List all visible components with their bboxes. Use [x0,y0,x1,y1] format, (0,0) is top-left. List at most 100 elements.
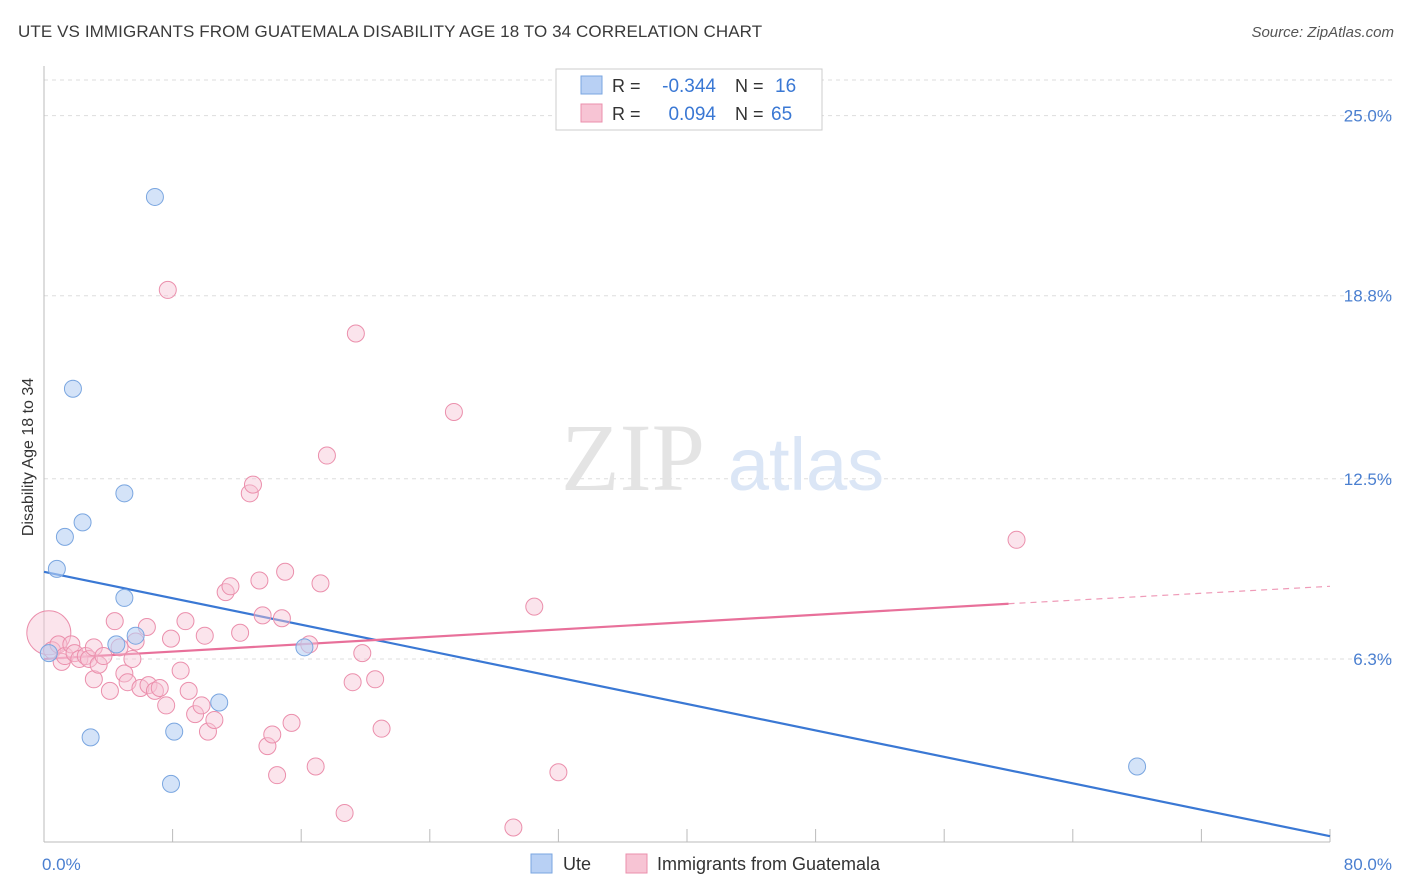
guatemala-point [282,713,301,732]
ute-trend-line [43,570,1331,838]
guatemala-point [272,609,291,628]
source-credit: Source: ZipAtlas.com [1251,24,1394,41]
ute-point [63,379,82,398]
ute-r-value: -0.344 [662,76,716,97]
guatemala-point [1007,530,1026,549]
data-points [26,187,1147,837]
y-tick-label: 6.3% [1353,650,1392,669]
guatemala-n-value: 65 [771,104,792,125]
guatemala-point [258,737,277,756]
ute-point [1128,757,1147,776]
guatemala-point [145,681,164,700]
ute-point [55,527,74,546]
ute-point [115,588,134,607]
guatemala-point [171,661,190,680]
y-tick-label: 25.0% [1344,107,1392,126]
guatemala-point [444,402,463,421]
y-tick-labels: 6.3% 12.5% 18.8% 25.0% [1344,107,1392,669]
guatemala-point [123,649,142,668]
guatemala-point [179,681,198,700]
watermark-zip: ZIP [561,404,705,511]
guatemala-point [52,652,71,671]
guatemala-point [80,649,99,668]
guatemala-point [343,673,362,692]
ute-point [73,513,92,532]
guatemala-point [150,679,169,697]
guatemala-swatch [580,103,603,123]
guatemala-point [216,583,235,602]
guatemala-point [549,763,568,782]
guatemala-point [525,597,544,616]
ute-r-label: R = [612,76,641,96]
guatemala-point [306,757,325,776]
ute-point [165,722,184,741]
guatemala-point [205,710,224,729]
ute-point [81,728,100,747]
guatemala-point [253,606,272,625]
ute-point [39,644,58,663]
ute-n-value: 16 [775,76,796,97]
ute-n-label: N = [735,76,764,96]
guatemala-point [105,612,124,631]
ute-swatch [580,75,603,95]
ute-point [145,187,164,206]
guatemala-point [366,670,385,689]
guatemala-point [89,655,108,674]
y-axis-label: Disability Age 18 to 34 [20,378,37,536]
guatemala-r-value: 0.094 [668,104,716,125]
legend-ute-label: Ute [563,854,591,874]
guatemala-point [276,562,295,581]
ute-point [126,626,145,645]
guatemala-point [317,446,336,465]
chart-title: UTE VS IMMIGRANTS FROM GUATEMALA DISABIL… [18,22,763,41]
guatemala-point [335,803,354,822]
x-tick-label: 0.0% [42,855,81,874]
guatemala-point [504,818,523,837]
guatemala-point [158,280,177,299]
guatemala-point [94,647,113,666]
guatemala-n-label: N = [735,104,764,124]
ute-point [115,484,134,503]
guatemala-point [221,577,240,596]
guatemala-point [157,696,176,715]
guatemala-point [161,629,180,648]
watermark: ZIP atlas [561,404,884,511]
guatemala-point [100,681,119,700]
guatemala-point [311,574,330,593]
guatemala-trend-extension [1008,585,1331,605]
guatemala-point [231,623,250,642]
y-tick-label: 12.5% [1344,470,1392,489]
y-tick-label: 18.8% [1344,287,1392,306]
guatemala-point [198,722,217,741]
guatemala-point [353,644,372,663]
x-tick-labels: 0.0% 80.0% [42,855,1392,874]
trend-lines [43,570,1331,838]
guatemala-point [84,670,103,689]
ute-point [107,635,126,654]
guatemala-point [346,324,365,343]
gridlines [44,79,1392,660]
ute-point [47,559,66,578]
guatemala-r-label: R = [612,104,641,124]
guatemala-point [372,719,391,738]
legend-guatemala-swatch [625,853,648,874]
stats-legend: R = -0.344 N = 16 R = 0.094 N = 65 [555,68,823,131]
guatemala-point [250,571,269,590]
x-tick-label: 80.0% [1344,855,1392,874]
guatemala-trend-line [43,602,1009,661]
ute-point [210,693,229,712]
guatemala-point [192,696,211,715]
axes [43,66,1331,843]
series-legend: Ute Immigrants from Guatemala [530,853,881,874]
guatemala-point [263,725,282,744]
watermark-atlas: atlas [728,423,884,506]
ute-point [161,774,180,793]
guatemala-point [243,475,262,494]
guatemala-point [195,626,214,645]
legend-guatemala-label: Immigrants from Guatemala [657,854,881,874]
guatemala-point [268,766,287,785]
legend-ute-swatch [530,853,553,874]
ute-point [295,638,314,657]
guatemala-point [176,612,195,631]
